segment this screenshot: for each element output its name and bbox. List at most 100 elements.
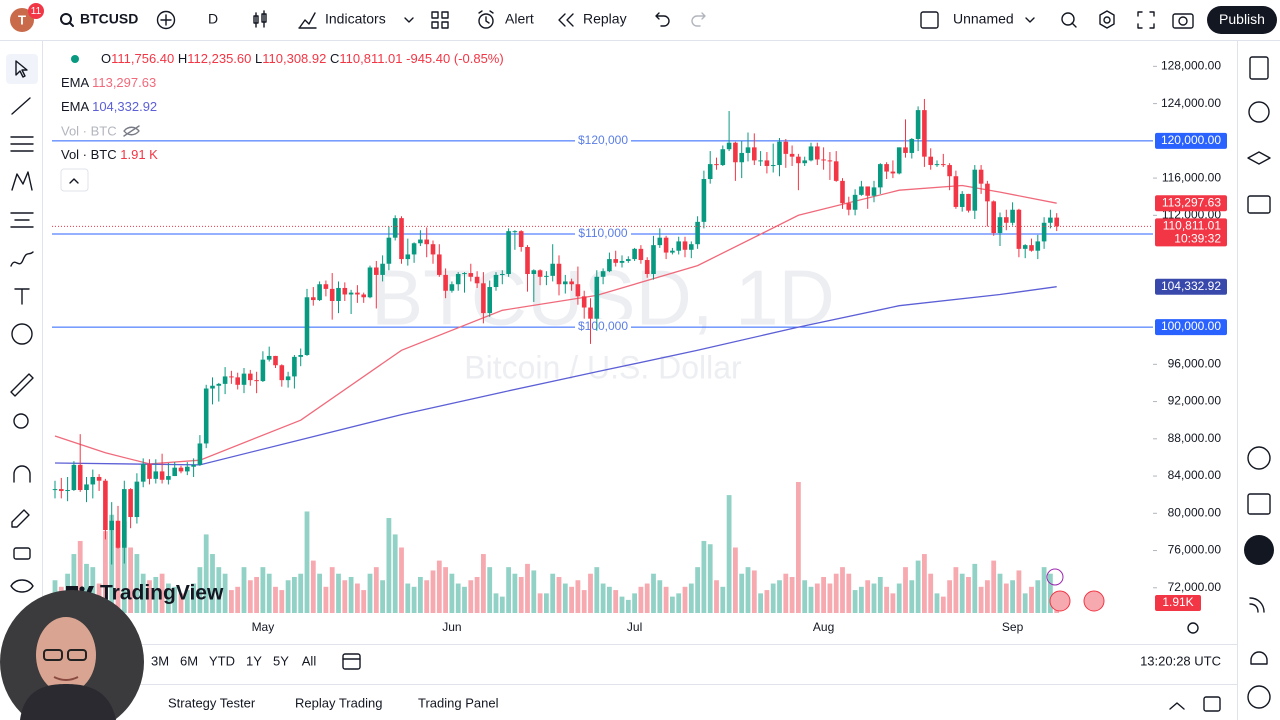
layout-menu[interactable]: Unnamed bbox=[920, 11, 1035, 29]
chart-type-button[interactable] bbox=[253, 15, 259, 24]
layout-menu[interactable] bbox=[920, 11, 939, 29]
magnet-tool[interactable] bbox=[13, 465, 31, 483]
range-selector: 3M 6M YTD 1Y 5Y All bbox=[151, 653, 316, 668]
fullscreen-button[interactable] bbox=[1137, 11, 1155, 29]
publish-label[interactable]: Publish bbox=[1219, 11, 1265, 27]
cursor-tool[interactable] bbox=[15, 60, 28, 78]
templates-button[interactable] bbox=[441, 21, 449, 29]
snapshot-button[interactable] bbox=[1178, 16, 1188, 26]
notification-badge bbox=[28, 3, 44, 19]
lock-drawing-tool[interactable] bbox=[11, 509, 30, 528]
settings-button[interactable] bbox=[1103, 16, 1111, 24]
replay-button[interactable] bbox=[558, 13, 574, 27]
templates-button[interactable] bbox=[441, 11, 449, 19]
indicators-button[interactable] bbox=[404, 17, 414, 23]
indicators-button[interactable] bbox=[299, 12, 316, 28]
stream-button[interactable] bbox=[1249, 597, 1265, 613]
collapse-panel[interactable] bbox=[1169, 702, 1185, 710]
publish-button[interactable]: Publish bbox=[1207, 6, 1277, 34]
settings-button[interactable] bbox=[1099, 10, 1115, 29]
webcam-overlay bbox=[67, 649, 87, 661]
range-button[interactable]: 3M bbox=[151, 653, 169, 668]
help-button[interactable] bbox=[1247, 685, 1271, 709]
settings-button[interactable] bbox=[1099, 10, 1115, 29]
visibility-icon[interactable] bbox=[123, 125, 140, 137]
range-button[interactable]: 1Y bbox=[246, 653, 262, 668]
snapshot-button[interactable] bbox=[1172, 13, 1194, 29]
brush-tool[interactable] bbox=[10, 251, 34, 267]
collapse-legend[interactable] bbox=[60, 168, 89, 192]
panel-tab[interactable]: Trading Panel bbox=[418, 695, 499, 710]
alert-button[interactable]: Alert bbox=[478, 10, 534, 29]
layers-button[interactable] bbox=[1247, 151, 1271, 165]
hide-tool[interactable] bbox=[10, 579, 34, 593]
undo-button[interactable] bbox=[655, 12, 670, 27]
templates-button[interactable] bbox=[431, 21, 439, 29]
projection-tool[interactable] bbox=[10, 212, 34, 228]
trend-line-tool[interactable] bbox=[11, 97, 31, 115]
avatar[interactable]: T bbox=[18, 12, 26, 27]
calendar-button[interactable] bbox=[1247, 493, 1271, 515]
range-button[interactable]: All bbox=[302, 653, 317, 668]
axis-settings[interactable] bbox=[1187, 622, 1199, 634]
layout-name[interactable]: Unnamed bbox=[953, 11, 1014, 27]
replay-label[interactable]: Replay bbox=[583, 11, 627, 27]
range-button[interactable]: 6M bbox=[180, 653, 198, 668]
symbol-search[interactable]: BTCUSD bbox=[60, 11, 138, 27]
alert-button[interactable] bbox=[478, 13, 494, 29]
fullscreen-button[interactable] bbox=[1137, 11, 1155, 29]
date-range-button[interactable] bbox=[342, 653, 361, 670]
watchlist-button[interactable] bbox=[1249, 56, 1269, 80]
range-button[interactable]: 5Y bbox=[273, 653, 289, 668]
symbol[interactable]: BTCUSD bbox=[80, 11, 138, 27]
alerts-button[interactable] bbox=[1248, 101, 1270, 123]
redo-button[interactable] bbox=[691, 12, 706, 27]
lock-tool[interactable] bbox=[13, 547, 31, 560]
alert-button[interactable] bbox=[478, 10, 494, 24]
avatar[interactable] bbox=[10, 8, 34, 32]
layout-menu[interactable] bbox=[1025, 17, 1035, 23]
maximize-panel[interactable] bbox=[1203, 696, 1221, 712]
volume-bar bbox=[777, 580, 782, 613]
notifications-button[interactable] bbox=[1250, 651, 1268, 665]
volume-bar bbox=[827, 583, 833, 613]
range-button[interactable]: YTD bbox=[209, 653, 235, 668]
interval[interactable]: D bbox=[208, 11, 218, 27]
replay-button[interactable]: Replay bbox=[558, 11, 627, 27]
text-tool[interactable] bbox=[14, 288, 30, 305]
quick-search[interactable] bbox=[1061, 12, 1075, 26]
compare-button[interactable] bbox=[156, 10, 176, 30]
candle-body bbox=[966, 193, 971, 211]
chart-type-button[interactable] bbox=[253, 10, 267, 28]
publish-button[interactable] bbox=[1207, 6, 1277, 34]
snapshot-button[interactable] bbox=[1172, 13, 1194, 29]
panel-tab[interactable]: Strategy Tester bbox=[168, 695, 256, 710]
symbol-search[interactable] bbox=[69, 22, 74, 27]
measure-tool[interactable] bbox=[10, 373, 34, 397]
pattern-tool[interactable] bbox=[11, 171, 33, 191]
alert-label[interactable]: Alert bbox=[505, 11, 534, 27]
undo-button[interactable] bbox=[655, 12, 670, 27]
screener-button[interactable] bbox=[1247, 446, 1271, 470]
panel-tab[interactable]: Replay Trading bbox=[295, 695, 382, 710]
symbol-search[interactable] bbox=[60, 13, 72, 25]
collapse-legend[interactable] bbox=[69, 178, 79, 184]
templates-button[interactable] bbox=[431, 11, 449, 29]
quick-search[interactable] bbox=[1061, 12, 1077, 28]
quick-search[interactable] bbox=[1071, 22, 1077, 28]
date-range-button[interactable] bbox=[342, 653, 361, 670]
chart-type-button[interactable] bbox=[261, 13, 267, 23]
compare-button[interactable] bbox=[160, 14, 172, 26]
volume-bar bbox=[210, 554, 215, 613]
indicators-label[interactable]: Indicators bbox=[325, 11, 386, 27]
fib-tool[interactable] bbox=[10, 136, 34, 152]
compare-button[interactable] bbox=[156, 10, 176, 30]
redo-button[interactable] bbox=[691, 12, 706, 27]
zoom-tool[interactable] bbox=[13, 413, 29, 429]
chat-button[interactable] bbox=[1247, 195, 1271, 214]
templates-button[interactable] bbox=[431, 11, 439, 19]
apps-button[interactable] bbox=[1244, 535, 1274, 565]
icon-tool[interactable] bbox=[11, 323, 33, 345]
avatar[interactable]: T bbox=[10, 8, 34, 32]
indicators-button[interactable]: Indicators bbox=[298, 11, 414, 29]
